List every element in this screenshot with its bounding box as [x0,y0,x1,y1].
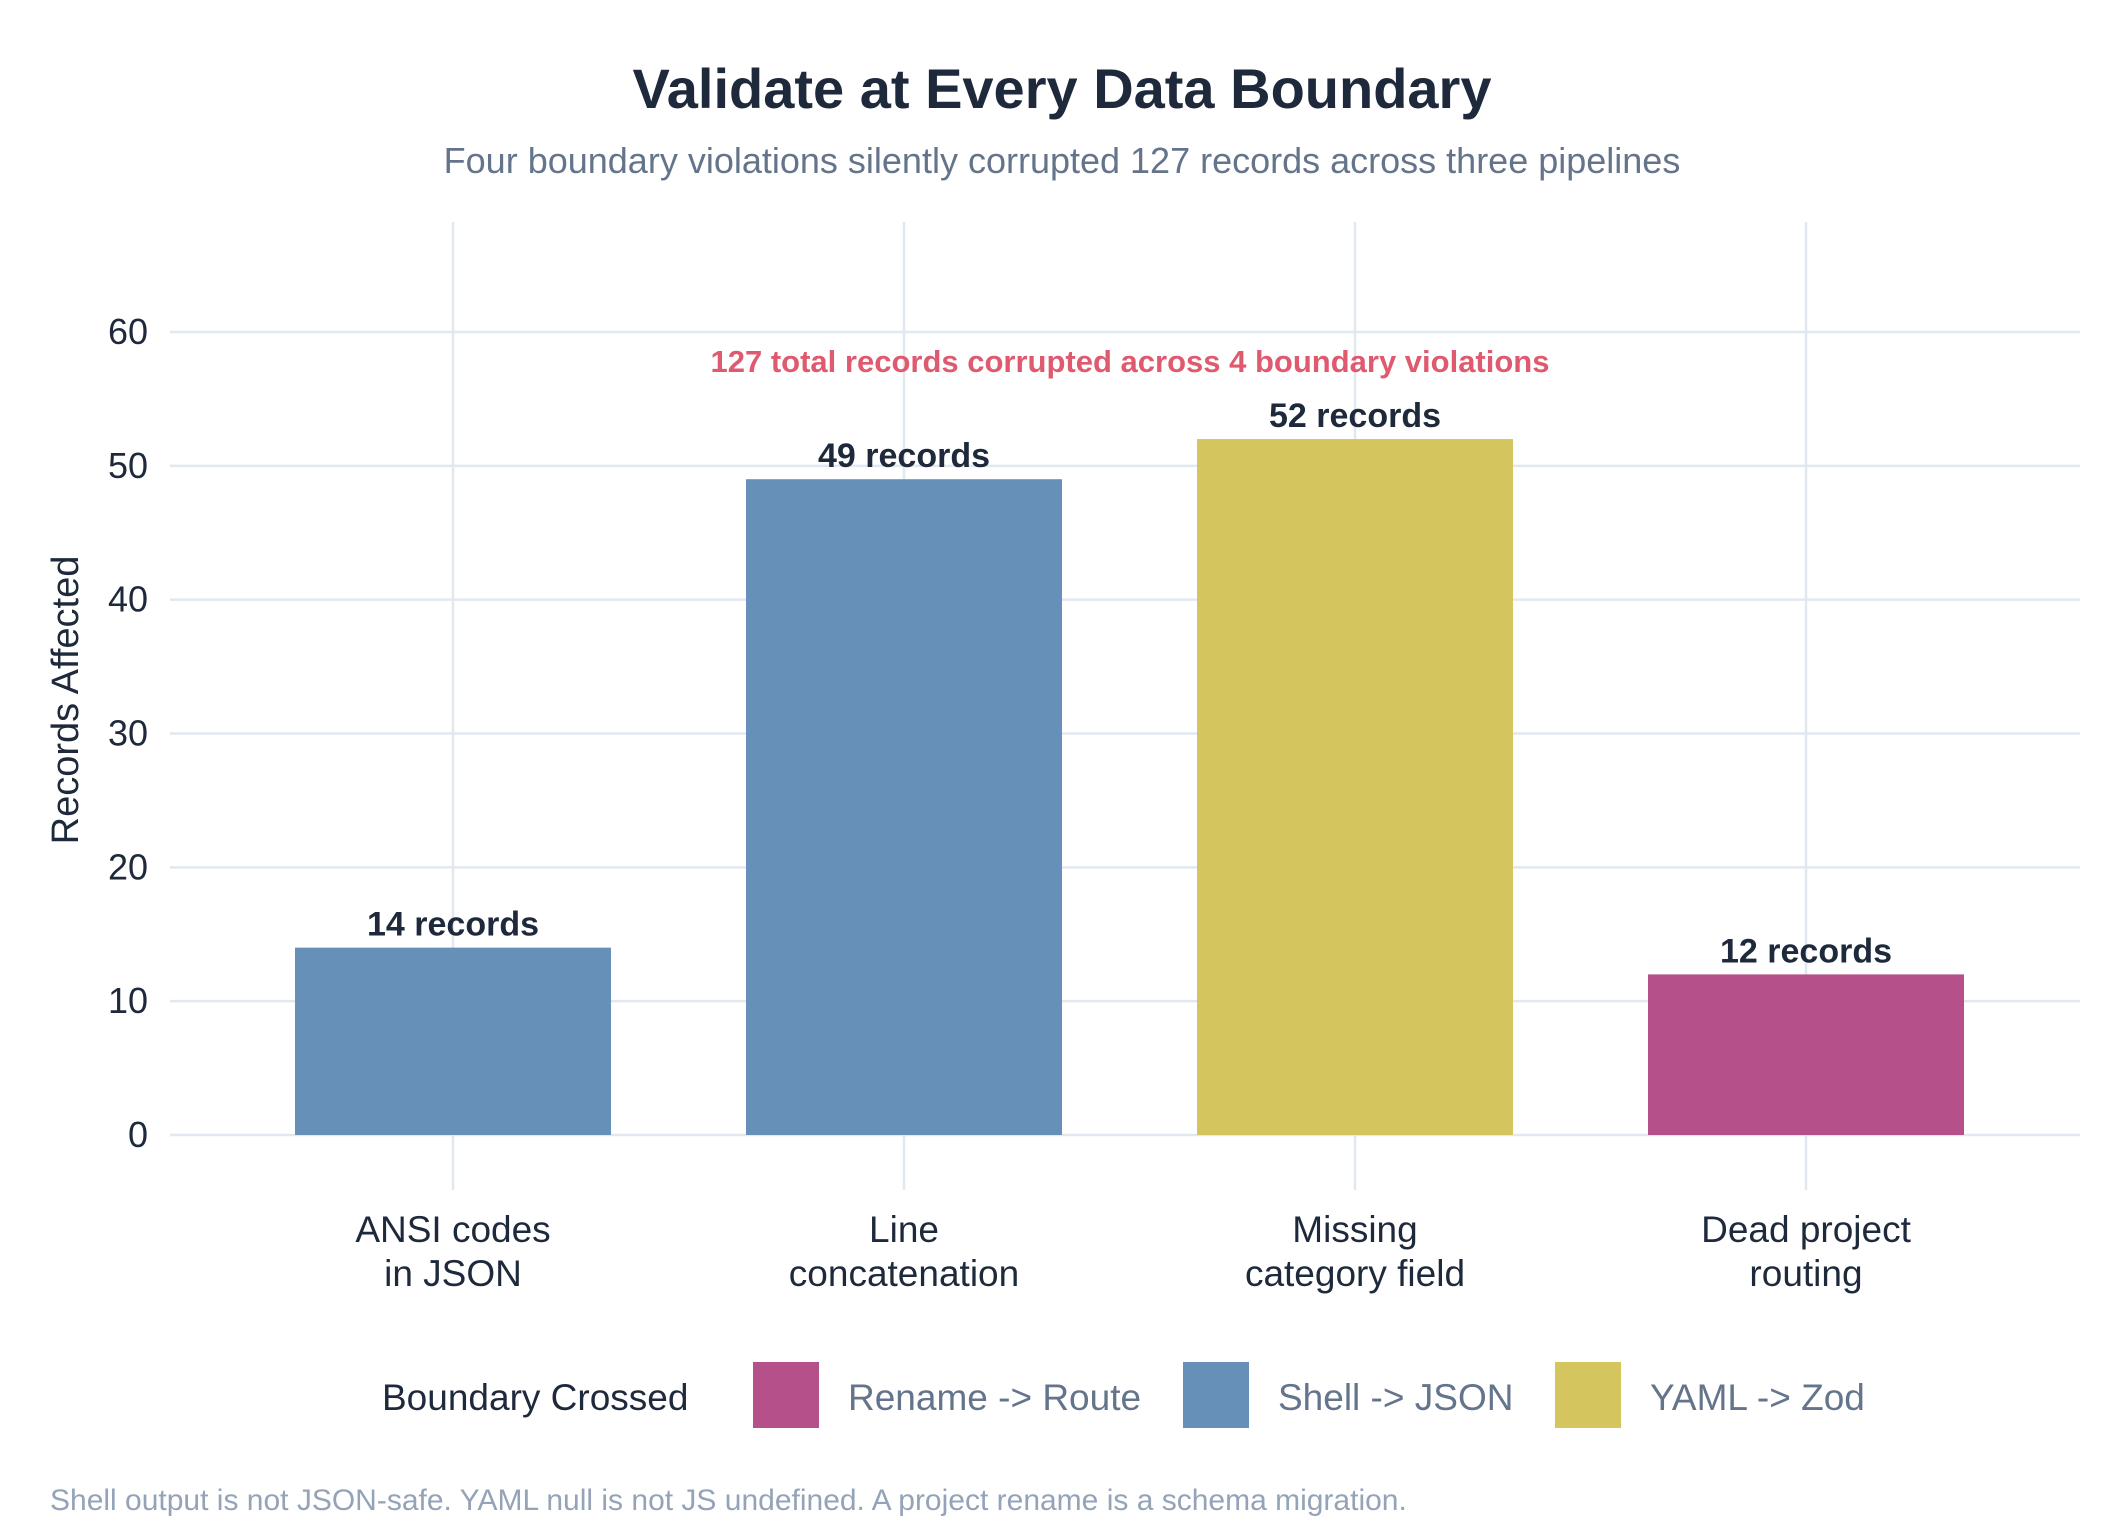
x-tick-label: Dead project [1701,1209,1912,1250]
data-label: 49 records [818,437,990,475]
x-tick-label: ANSI codes [355,1209,550,1250]
bar [1197,439,1513,1136]
y-tick-label: 60 [108,311,148,352]
x-tick-label: category field [1245,1253,1465,1294]
legend-swatch [1183,1362,1249,1428]
y-tick-label: 0 [128,1114,148,1155]
chart-caption: Shell output is not JSON-safe. YAML null… [50,1484,1407,1517]
data-label: 52 records [1269,397,1441,435]
legend-swatch [1555,1362,1621,1428]
bars [295,439,1964,1136]
legend-label: YAML -> Zod [1650,1377,1865,1418]
chart-subtitle: Four boundary violations silently corrup… [444,140,1681,181]
legend-swatch [753,1362,819,1428]
legend: Boundary Crossed Rename -> Route Shell ->… [382,1362,1865,1428]
legend-label: Rename -> Route [848,1377,1141,1418]
annotation-total: 127 total records corrupted across 4 bou… [711,344,1550,379]
x-tick-label: Line [869,1209,939,1250]
y-axis-title: Records Affected [45,556,87,845]
x-tick-label: in JSON [384,1253,522,1294]
data-label: 14 records [367,906,539,944]
x-tick-label: concatenation [789,1253,1019,1294]
y-tick-label: 50 [108,445,148,486]
y-tick-label: 40 [108,579,148,620]
chart-title: Validate at Every Data Boundary [632,57,1491,120]
y-tick-label: 10 [108,980,148,1021]
bar [746,479,1062,1135]
bar [1648,974,1964,1135]
legend-label: Shell -> JSON [1278,1377,1513,1418]
x-tick-label: routing [1749,1253,1862,1294]
y-tick-label: 30 [108,713,148,754]
legend-title: Boundary Crossed [382,1377,688,1418]
y-tick-label: 20 [108,846,148,887]
data-label: 12 records [1720,932,1892,970]
x-tick-label: Missing [1292,1209,1417,1250]
bar [295,947,611,1135]
